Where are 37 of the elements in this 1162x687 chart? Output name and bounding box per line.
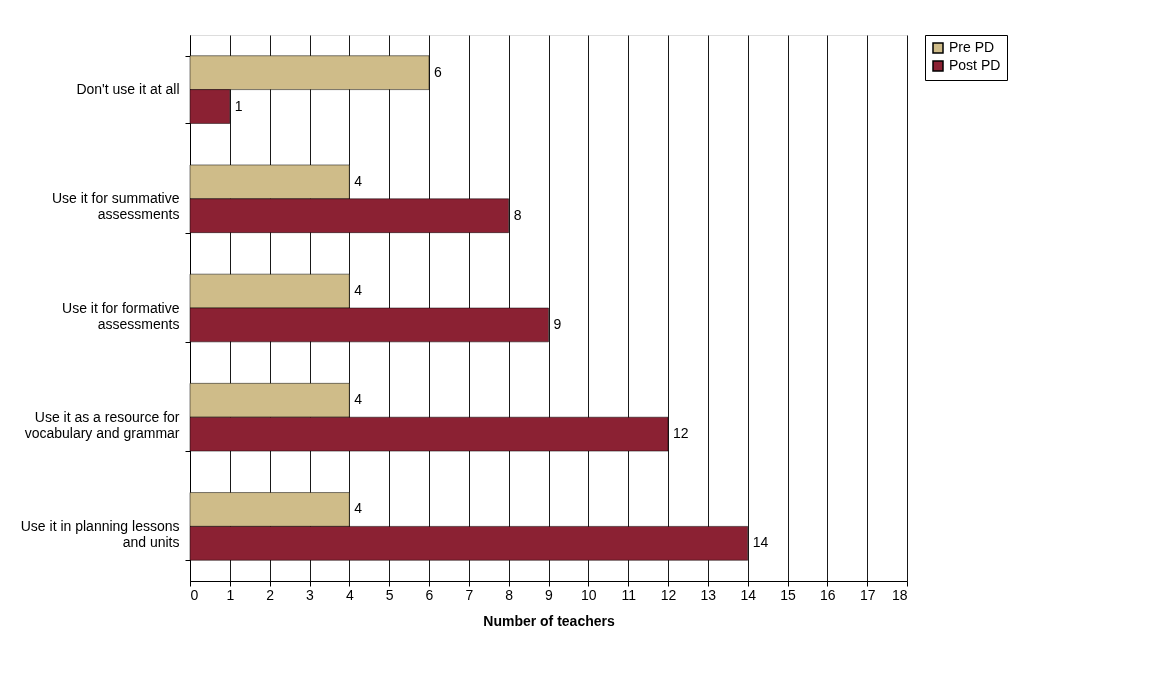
data-label: 12 (673, 425, 689, 442)
x-tick-label: 17 (859, 586, 876, 603)
data-label: 8 (513, 206, 522, 223)
legend-label: Post PD (949, 57, 1001, 73)
x-tick-label: 14 (740, 586, 757, 603)
x-tick-label: 10 (581, 586, 597, 603)
x-tick-label: 12 (660, 586, 677, 603)
x-tick-label: 3 (306, 586, 315, 603)
data-label: 1 (234, 97, 243, 114)
data-label: 6 (434, 63, 442, 80)
x-axis-title: Number of teachers (483, 612, 615, 629)
data-label: 4 (354, 500, 363, 517)
x-tick-label: 2 (266, 586, 275, 603)
x-tick-label: 7 (465, 586, 474, 603)
y-tick-label: Don't use it at all (76, 81, 180, 98)
y-tick-label: Use it in planning lessons and units (20, 517, 180, 550)
y-tick-label: Use it for summative assessments (51, 190, 180, 223)
x-tick-label: 15 (780, 586, 796, 603)
y-tick-label: Use it as a resource for vocabulary and grammar (24, 408, 180, 441)
legend-label: Pre PD (949, 39, 995, 55)
x-tick-label: 5 (385, 586, 394, 603)
x-tick-label: 6 (425, 586, 434, 603)
x-tick-label: 11 (621, 586, 637, 603)
data-label: 4 (354, 391, 363, 408)
x-tick-label: 8 (505, 586, 514, 603)
x-tick-label: 16 (820, 586, 836, 603)
x-tick-label: 0 (190, 586, 199, 603)
x-tick-label: 18 (891, 586, 908, 603)
data-label: 14 (752, 534, 769, 551)
data-label: 4 (354, 282, 363, 299)
x-tick-label: 4 (345, 586, 354, 603)
x-tick-label: 13 (700, 586, 717, 603)
y-tick-label: Use it for formative assessments (62, 299, 180, 332)
data-label: 9 (553, 315, 562, 332)
x-tick-label: 9 (545, 586, 554, 603)
data-label: 4 (354, 172, 363, 189)
x-tick-label: 1 (226, 586, 235, 603)
